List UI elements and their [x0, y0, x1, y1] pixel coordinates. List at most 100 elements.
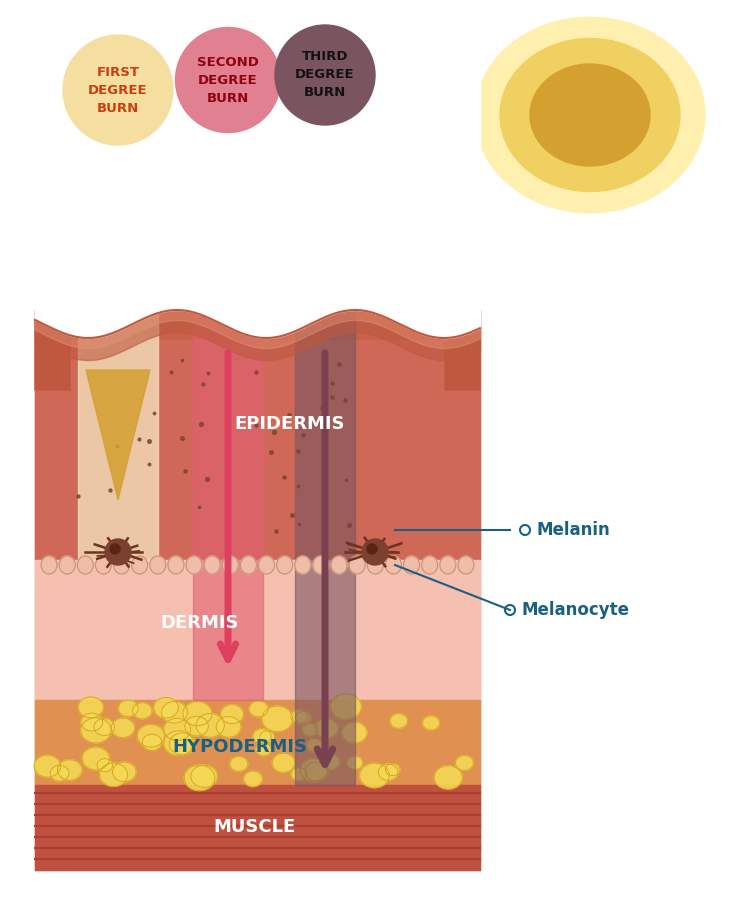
Text: MUSCLE: MUSCLE — [214, 818, 296, 836]
Ellipse shape — [530, 64, 650, 166]
Ellipse shape — [475, 17, 705, 212]
Bar — [35, 340, 480, 560]
Ellipse shape — [256, 743, 271, 756]
Text: UV: UV — [312, 236, 338, 254]
Ellipse shape — [385, 556, 401, 574]
Ellipse shape — [114, 556, 129, 574]
Ellipse shape — [249, 701, 268, 716]
Ellipse shape — [423, 716, 440, 730]
Ellipse shape — [132, 703, 152, 719]
Ellipse shape — [216, 716, 241, 737]
Ellipse shape — [390, 714, 407, 728]
Ellipse shape — [63, 35, 173, 145]
Ellipse shape — [300, 759, 328, 782]
Ellipse shape — [295, 711, 311, 724]
Text: Melanocyte: Melanocyte — [522, 601, 630, 619]
Ellipse shape — [321, 754, 340, 770]
Ellipse shape — [96, 556, 112, 574]
Text: UV: UV — [215, 236, 241, 254]
Ellipse shape — [253, 729, 271, 744]
Bar — [35, 310, 480, 340]
Ellipse shape — [230, 757, 248, 771]
Ellipse shape — [305, 762, 327, 781]
Ellipse shape — [112, 762, 136, 782]
Ellipse shape — [164, 731, 193, 755]
Ellipse shape — [77, 556, 93, 574]
Ellipse shape — [111, 718, 135, 737]
Text: DERMIS: DERMIS — [161, 614, 240, 632]
Ellipse shape — [275, 25, 375, 125]
Ellipse shape — [184, 765, 215, 790]
Ellipse shape — [368, 556, 383, 574]
Circle shape — [105, 539, 131, 565]
Circle shape — [367, 544, 377, 554]
Ellipse shape — [118, 700, 138, 716]
Ellipse shape — [50, 765, 69, 781]
Ellipse shape — [162, 701, 187, 723]
Ellipse shape — [434, 766, 462, 789]
Ellipse shape — [57, 760, 82, 780]
Ellipse shape — [204, 556, 220, 574]
Ellipse shape — [196, 714, 224, 737]
Ellipse shape — [82, 747, 110, 770]
Polygon shape — [35, 320, 70, 390]
Ellipse shape — [456, 755, 473, 770]
Circle shape — [110, 544, 120, 554]
Ellipse shape — [220, 705, 243, 724]
Ellipse shape — [186, 556, 202, 574]
Ellipse shape — [79, 697, 104, 718]
Ellipse shape — [81, 717, 111, 742]
Ellipse shape — [150, 556, 166, 574]
Text: EPIDERMIS: EPIDERMIS — [234, 415, 345, 433]
Ellipse shape — [440, 556, 456, 574]
Ellipse shape — [191, 765, 218, 788]
Text: UV: UV — [105, 236, 131, 254]
Ellipse shape — [168, 556, 184, 574]
Text: FIRST
DEGREE
BURN: FIRST DEGREE BURN — [88, 66, 148, 114]
Polygon shape — [193, 0, 263, 700]
Ellipse shape — [306, 739, 322, 752]
Ellipse shape — [185, 716, 209, 736]
Ellipse shape — [240, 556, 257, 574]
Ellipse shape — [176, 28, 281, 132]
Ellipse shape — [169, 733, 196, 755]
Ellipse shape — [132, 556, 148, 574]
Ellipse shape — [331, 694, 362, 719]
Circle shape — [362, 539, 388, 565]
Ellipse shape — [500, 39, 680, 192]
Ellipse shape — [259, 731, 275, 743]
Bar — [35, 310, 480, 870]
Ellipse shape — [331, 556, 347, 574]
Ellipse shape — [164, 718, 190, 741]
Ellipse shape — [347, 756, 362, 770]
Ellipse shape — [404, 556, 420, 574]
Ellipse shape — [183, 702, 212, 725]
Ellipse shape — [458, 556, 474, 574]
Ellipse shape — [244, 771, 262, 787]
Text: HYPODERMIS: HYPODERMIS — [173, 738, 307, 756]
Bar — [35, 785, 480, 870]
Ellipse shape — [359, 763, 389, 788]
Polygon shape — [86, 370, 150, 500]
Ellipse shape — [262, 706, 293, 732]
Ellipse shape — [272, 753, 295, 772]
Ellipse shape — [94, 718, 115, 735]
Ellipse shape — [222, 556, 238, 574]
Ellipse shape — [313, 556, 329, 574]
Polygon shape — [445, 328, 480, 390]
Ellipse shape — [315, 719, 338, 738]
Text: SECOND
DEGREE
BURN: SECOND DEGREE BURN — [197, 56, 259, 104]
Bar — [35, 700, 480, 785]
Text: Melanin: Melanin — [537, 521, 611, 539]
Ellipse shape — [276, 556, 293, 574]
Ellipse shape — [41, 556, 57, 574]
Ellipse shape — [137, 724, 165, 747]
Ellipse shape — [422, 556, 437, 574]
Ellipse shape — [60, 556, 75, 574]
Ellipse shape — [385, 763, 400, 776]
Polygon shape — [78, 0, 158, 560]
Ellipse shape — [291, 709, 308, 724]
Ellipse shape — [349, 556, 365, 574]
Ellipse shape — [342, 722, 367, 743]
Ellipse shape — [143, 734, 162, 751]
